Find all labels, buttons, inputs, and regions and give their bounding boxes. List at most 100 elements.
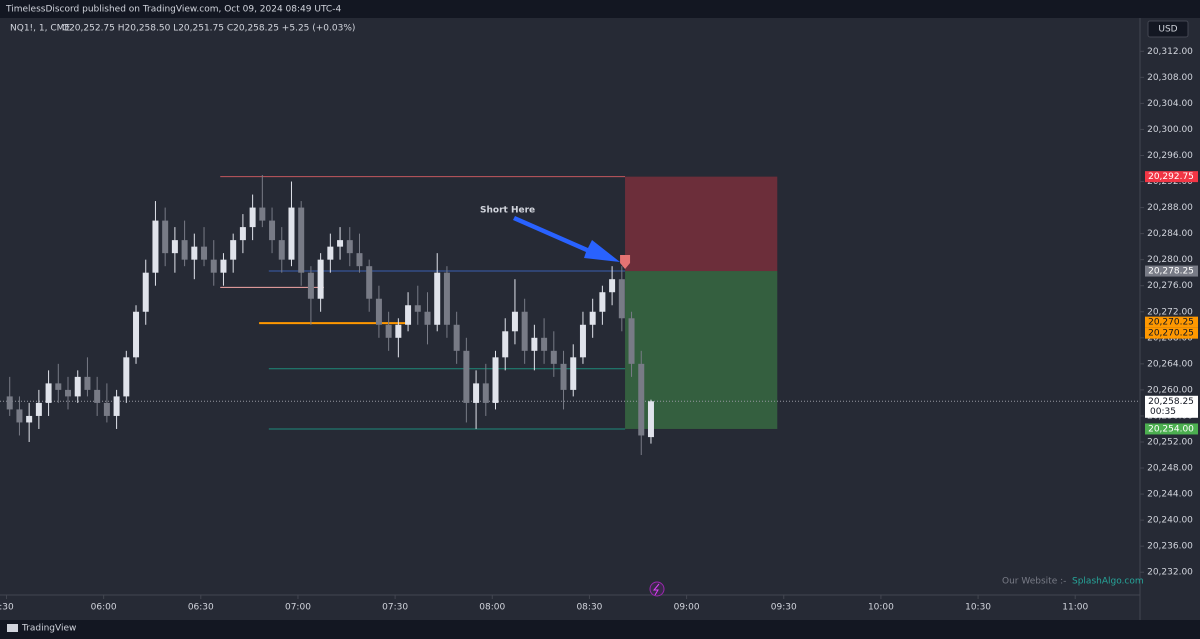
candle-body: [113, 396, 120, 416]
currency[interactable]: USD: [1158, 25, 1177, 35]
candle-body: [346, 240, 353, 254]
candle-body: [414, 305, 421, 312]
x-tick-label: 11:00: [1062, 603, 1088, 613]
y-tick-label: 20,280.00: [1147, 255, 1193, 265]
candle-body: [307, 272, 314, 299]
candle-body: [395, 324, 402, 338]
candle-body: [123, 357, 130, 397]
stop-zone: [625, 176, 778, 272]
candle-body: [463, 350, 470, 403]
candle-body: [424, 311, 431, 325]
target-zone: [625, 271, 778, 429]
price-badge: [1145, 265, 1198, 277]
y-tick-label: 20,232.00: [1147, 568, 1193, 578]
price-badge: [1145, 171, 1198, 183]
x-tick-label: 06:00: [91, 603, 117, 613]
candle-body: [210, 259, 217, 273]
x-tick-label: 07:30: [382, 603, 408, 613]
candle-body: [249, 207, 256, 228]
currency-box[interactable]: [1147, 20, 1189, 38]
y-tick-label: 20,284.00: [1147, 229, 1193, 239]
ohlc-text: O20,252.75 H20,258.50 L20,251.75 C20,258…: [62, 24, 355, 34]
candle-body: [317, 259, 324, 299]
candle-body: [84, 376, 91, 390]
website-label: Our Website :-: [1002, 577, 1066, 587]
candle-body: [55, 383, 62, 390]
price-badge: [1145, 395, 1198, 418]
candle-body: [375, 298, 382, 325]
candle-body: [618, 279, 625, 319]
candle-body: [152, 220, 159, 273]
y-tick-label: 20,308.00: [1147, 73, 1193, 83]
y-tick-label: 20,264.00: [1147, 359, 1193, 369]
x-tick-label: 08:00: [479, 603, 505, 613]
candle-body: [589, 311, 596, 325]
candle-body: [201, 246, 208, 260]
candle-body: [385, 324, 392, 338]
annotation: Short Here: [480, 206, 535, 216]
x-tick-label: 08:30: [576, 603, 602, 613]
price-badge: [1145, 316, 1198, 328]
candle-body: [492, 357, 499, 403]
candle-body: [26, 415, 33, 423]
y-tick-label: 20,276.00: [1147, 281, 1193, 291]
y-tick-label: 20,260.00: [1147, 385, 1193, 395]
candle-body: [356, 253, 363, 267]
y-tick-label: 20,304.00: [1147, 99, 1193, 109]
candle-body: [337, 240, 344, 247]
candle-body: [550, 350, 557, 364]
y-tick-label: 20,272.00: [1147, 307, 1193, 317]
x-tick-label: 06:30: [188, 603, 214, 613]
arrow: [513, 216, 620, 262]
bottom-bar: [0, 620, 1200, 639]
x-tick-label: :30: [0, 603, 14, 613]
y-tick-label: 20,312.00: [1147, 47, 1193, 57]
website[interactable]: SplashAlgo.com: [1072, 577, 1144, 587]
countdown: 00:35: [1150, 407, 1176, 417]
candle-body: [434, 272, 441, 325]
candle-body: [181, 240, 188, 260]
logo-icon: [7, 624, 18, 632]
candle-body: [502, 331, 509, 358]
candle-body: [288, 207, 295, 260]
candle-body: [405, 305, 412, 325]
candle-body: [453, 324, 460, 351]
candle-body: [103, 402, 110, 416]
candle-body: [298, 207, 305, 273]
price-badge: [1145, 327, 1198, 339]
candle-body: [16, 409, 23, 423]
event-icon: [652, 583, 660, 596]
price-badge-label: 20,292.75: [1148, 172, 1194, 182]
y-tick-label: 20,240.00: [1147, 516, 1193, 526]
x-tick-label: 09:30: [771, 603, 797, 613]
event-icon[interactable]: [649, 581, 665, 597]
candle-body: [531, 337, 538, 351]
price-badge-label: 20,270.25: [1148, 329, 1194, 339]
candle-body: [638, 363, 645, 436]
x-tick-label: 10:30: [965, 603, 991, 613]
candle-body: [35, 402, 42, 416]
candle-body: [443, 272, 450, 325]
candle-body: [65, 389, 72, 397]
candle-body: [521, 311, 528, 351]
candle-body: [239, 227, 246, 241]
price-badge-label: 20,258.25: [1148, 397, 1194, 407]
price-badge-label: 20,254.00: [1148, 424, 1194, 434]
candle-body: [269, 220, 276, 241]
y-tick-label: 20,296.00: [1147, 151, 1193, 161]
candle-body: [278, 240, 285, 260]
candle-body: [171, 240, 178, 254]
price-badge-label: 20,270.25: [1148, 318, 1194, 328]
candle-body: [366, 266, 373, 299]
y-tick-label: 20,300.00: [1147, 125, 1193, 135]
candle-body: [220, 259, 227, 273]
candle-body: [482, 383, 489, 403]
candle-body: [579, 324, 586, 358]
x-tick-label: 09:00: [674, 603, 700, 613]
y-tick-label: 20,236.00: [1147, 542, 1193, 552]
symbol: NQ1!, 1, CME: [10, 24, 70, 34]
candle-body: [327, 246, 334, 260]
